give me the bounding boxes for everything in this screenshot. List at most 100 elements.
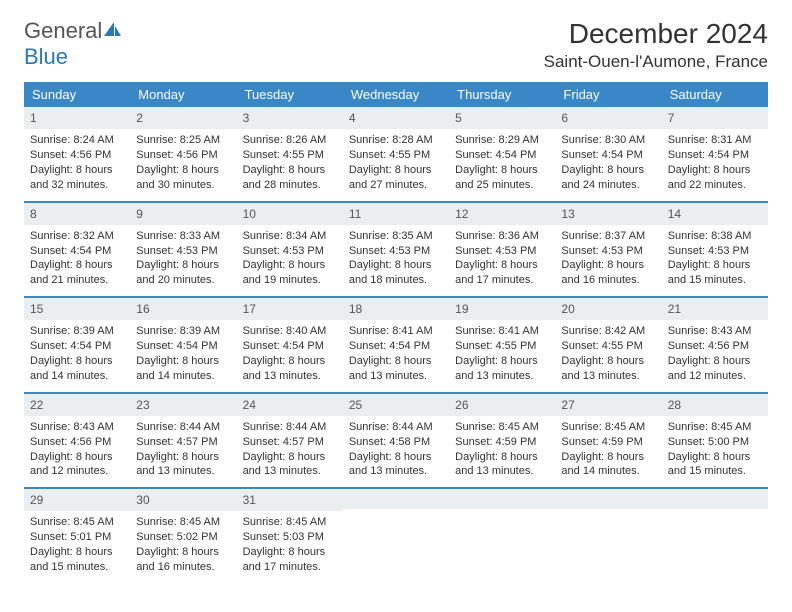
day-dl1: Daylight: 8 hours: [455, 258, 549, 273]
day-sunrise: Sunrise: 8:44 AM: [243, 420, 337, 435]
day-sunset: Sunset: 4:54 PM: [243, 339, 337, 354]
day-dl2: and 13 minutes.: [455, 369, 549, 384]
day-sunrise: Sunrise: 8:25 AM: [136, 133, 230, 148]
day-number: 20: [555, 298, 661, 320]
day-sunset: Sunset: 4:53 PM: [243, 244, 337, 259]
day-sunrise: Sunrise: 8:38 AM: [668, 229, 762, 244]
day-sunrise: Sunrise: 8:39 AM: [136, 324, 230, 339]
brand-text: General Blue: [24, 18, 122, 70]
day-dl1: Daylight: 8 hours: [455, 163, 549, 178]
day-dl2: and 30 minutes.: [136, 178, 230, 193]
day-number: 11: [343, 203, 449, 225]
day-cell: 27Sunrise: 8:45 AMSunset: 4:59 PMDayligh…: [555, 394, 661, 488]
day-cell: 6Sunrise: 8:30 AMSunset: 4:54 PMDaylight…: [555, 107, 661, 201]
day-dl1: Daylight: 8 hours: [243, 450, 337, 465]
day-dl1: Daylight: 8 hours: [243, 545, 337, 560]
day-cell: 1Sunrise: 8:24 AMSunset: 4:56 PMDaylight…: [24, 107, 130, 201]
day-sunrise: Sunrise: 8:44 AM: [349, 420, 443, 435]
day-sunset: Sunset: 4:54 PM: [668, 148, 762, 163]
day-sunset: Sunset: 4:53 PM: [136, 244, 230, 259]
day-sunrise: Sunrise: 8:45 AM: [668, 420, 762, 435]
day-number: [449, 489, 555, 509]
day-sunrise: Sunrise: 8:35 AM: [349, 229, 443, 244]
day-sunset: Sunset: 4:57 PM: [136, 435, 230, 450]
day-dl2: and 12 minutes.: [30, 464, 124, 479]
day-sunrise: Sunrise: 8:45 AM: [136, 515, 230, 530]
day-dl1: Daylight: 8 hours: [243, 354, 337, 369]
day-dl1: Daylight: 8 hours: [561, 354, 655, 369]
day-dl1: Daylight: 8 hours: [243, 163, 337, 178]
week-row: 1Sunrise: 8:24 AMSunset: 4:56 PMDaylight…: [24, 107, 768, 203]
day-cell: 10 Sunrise: 8:34 AMSunset: 4:53 PMDayligh…: [237, 203, 343, 297]
day-sunset: Sunset: 4:55 PM: [349, 148, 443, 163]
day-sunrise: Sunrise: 8:45 AM: [30, 515, 124, 530]
day-sunrise: Sunrise: 8:36 AM: [455, 229, 549, 244]
dow-thursday: Thursday: [449, 82, 555, 107]
day-number: 18: [343, 298, 449, 320]
day-dl2: and 16 minutes.: [136, 560, 230, 575]
day-number: 5: [449, 107, 555, 129]
day-sunrise: Sunrise: 8:43 AM: [30, 420, 124, 435]
day-sunset: Sunset: 4:54 PM: [30, 339, 124, 354]
day-dl2: and 21 minutes.: [30, 273, 124, 288]
day-number: 4: [343, 107, 449, 129]
day-dl1: Daylight: 8 hours: [30, 163, 124, 178]
day-cell: 17Sunrise: 8:40 AMSunset: 4:54 PMDayligh…: [237, 298, 343, 392]
day-number: 21: [662, 298, 768, 320]
day-cell: 4Sunrise: 8:28 AMSunset: 4:55 PMDaylight…: [343, 107, 449, 201]
day-dl2: and 17 minutes.: [455, 273, 549, 288]
day-of-week-row: SundayMondayTuesdayWednesdayThursdayFrid…: [24, 82, 768, 107]
day-cell: 13Sunrise: 8:37 AMSunset: 4:53 PMDayligh…: [555, 203, 661, 297]
day-sunrise: Sunrise: 8:26 AM: [243, 133, 337, 148]
day-cell: 22Sunrise: 8:43 AMSunset: 4:56 PMDayligh…: [24, 394, 130, 488]
day-sunrise: Sunrise: 8:34 AM: [243, 229, 337, 244]
day-cell: 11Sunrise: 8:35 AMSunset: 4:53 PMDayligh…: [343, 203, 449, 297]
day-number: 10: [237, 203, 343, 225]
day-sunset: Sunset: 5:02 PM: [136, 530, 230, 545]
day-sunset: Sunset: 4:54 PM: [455, 148, 549, 163]
day-dl2: and 13 minutes.: [561, 369, 655, 384]
day-cell: 5Sunrise: 8:29 AMSunset: 4:54 PMDaylight…: [449, 107, 555, 201]
day-dl1: Daylight: 8 hours: [668, 354, 762, 369]
day-sunrise: Sunrise: 8:41 AM: [455, 324, 549, 339]
day-dl1: Daylight: 8 hours: [561, 450, 655, 465]
brand-part2: Blue: [24, 44, 68, 69]
day-dl1: Daylight: 8 hours: [243, 258, 337, 273]
day-dl2: and 17 minutes.: [243, 560, 337, 575]
day-sunset: Sunset: 4:56 PM: [30, 148, 124, 163]
day-sunrise: Sunrise: 8:42 AM: [561, 324, 655, 339]
day-dl1: Daylight: 8 hours: [136, 545, 230, 560]
day-sunset: Sunset: 4:54 PM: [30, 244, 124, 259]
day-sunset: Sunset: 4:55 PM: [561, 339, 655, 354]
day-sunrise: Sunrise: 8:45 AM: [561, 420, 655, 435]
brand-logo: General Blue: [24, 18, 122, 70]
week-row: 15Sunrise: 8:39 AMSunset: 4:54 PMDayligh…: [24, 298, 768, 394]
day-cell: 23Sunrise: 8:44 AMSunset: 4:57 PMDayligh…: [130, 394, 236, 488]
calendar: SundayMondayTuesdayWednesdayThursdayFrid…: [24, 82, 768, 583]
day-cell: 31Sunrise: 8:45 AMSunset: 5:03 PMDayligh…: [237, 489, 343, 583]
day-dl1: Daylight: 8 hours: [136, 258, 230, 273]
day-cell: 14Sunrise: 8:38 AMSunset: 4:53 PMDayligh…: [662, 203, 768, 297]
day-number: 7: [662, 107, 768, 129]
day-cell: 26Sunrise: 8:45 AMSunset: 4:59 PMDayligh…: [449, 394, 555, 488]
dow-tuesday: Tuesday: [237, 82, 343, 107]
day-dl1: Daylight: 8 hours: [668, 163, 762, 178]
day-sunset: Sunset: 5:01 PM: [30, 530, 124, 545]
day-empty: [343, 489, 449, 583]
day-cell: 8Sunrise: 8:32 AMSunset: 4:54 PMDaylight…: [24, 203, 130, 297]
day-dl1: Daylight: 8 hours: [30, 258, 124, 273]
brand-part1: General: [24, 18, 102, 43]
day-dl2: and 14 minutes.: [136, 369, 230, 384]
day-sunset: Sunset: 4:54 PM: [561, 148, 655, 163]
dow-saturday: Saturday: [662, 82, 768, 107]
day-dl2: and 13 minutes.: [349, 369, 443, 384]
day-dl2: and 13 minutes.: [136, 464, 230, 479]
day-sunset: Sunset: 4:57 PM: [243, 435, 337, 450]
day-cell: 18Sunrise: 8:41 AMSunset: 4:54 PMDayligh…: [343, 298, 449, 392]
day-sunset: Sunset: 4:56 PM: [136, 148, 230, 163]
day-cell: 29Sunrise: 8:45 AMSunset: 5:01 PMDayligh…: [24, 489, 130, 583]
day-number: 28: [662, 394, 768, 416]
day-number: 25: [343, 394, 449, 416]
day-sunset: Sunset: 4:55 PM: [243, 148, 337, 163]
day-cell: 12Sunrise: 8:36 AMSunset: 4:53 PMDayligh…: [449, 203, 555, 297]
